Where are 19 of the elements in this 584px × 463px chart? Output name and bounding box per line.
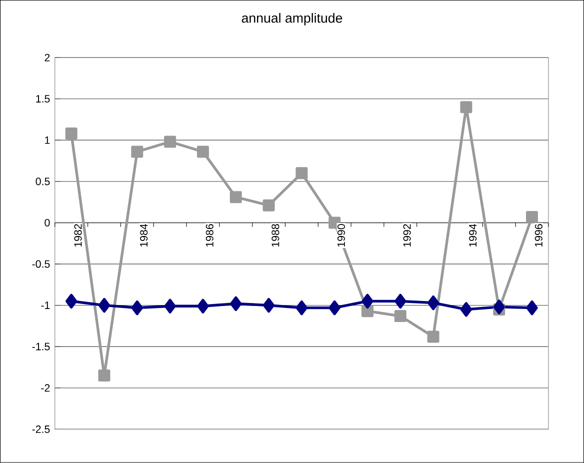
y-tick-label: -1.5	[32, 342, 50, 350]
x-tick-label: 1992	[403, 224, 411, 247]
x-tick-label: 1982	[74, 224, 82, 247]
x-tick-label: 1984	[140, 224, 148, 247]
y-tick-label: -0.5	[32, 260, 50, 268]
y-tick-label: 0	[44, 219, 50, 227]
y-tick-label: -2.5	[32, 426, 50, 434]
x-tick-label: 1990	[337, 224, 345, 247]
x-tick-label: 1988	[272, 224, 280, 247]
y-tick-label: -1	[41, 302, 50, 310]
y-tick-label: 2	[44, 54, 50, 62]
x-tick-label: 1994	[469, 224, 477, 247]
x-tick-label: 1986	[206, 224, 214, 247]
chart-title: annual amplitude	[242, 13, 342, 26]
x-tick-label: 1996	[534, 224, 542, 247]
y-tick-label: -2	[41, 384, 50, 392]
y-tick-label: 1.5	[36, 95, 50, 103]
y-tick-label: 1	[45, 136, 50, 144]
y-tick-label: 0.5	[36, 178, 50, 186]
